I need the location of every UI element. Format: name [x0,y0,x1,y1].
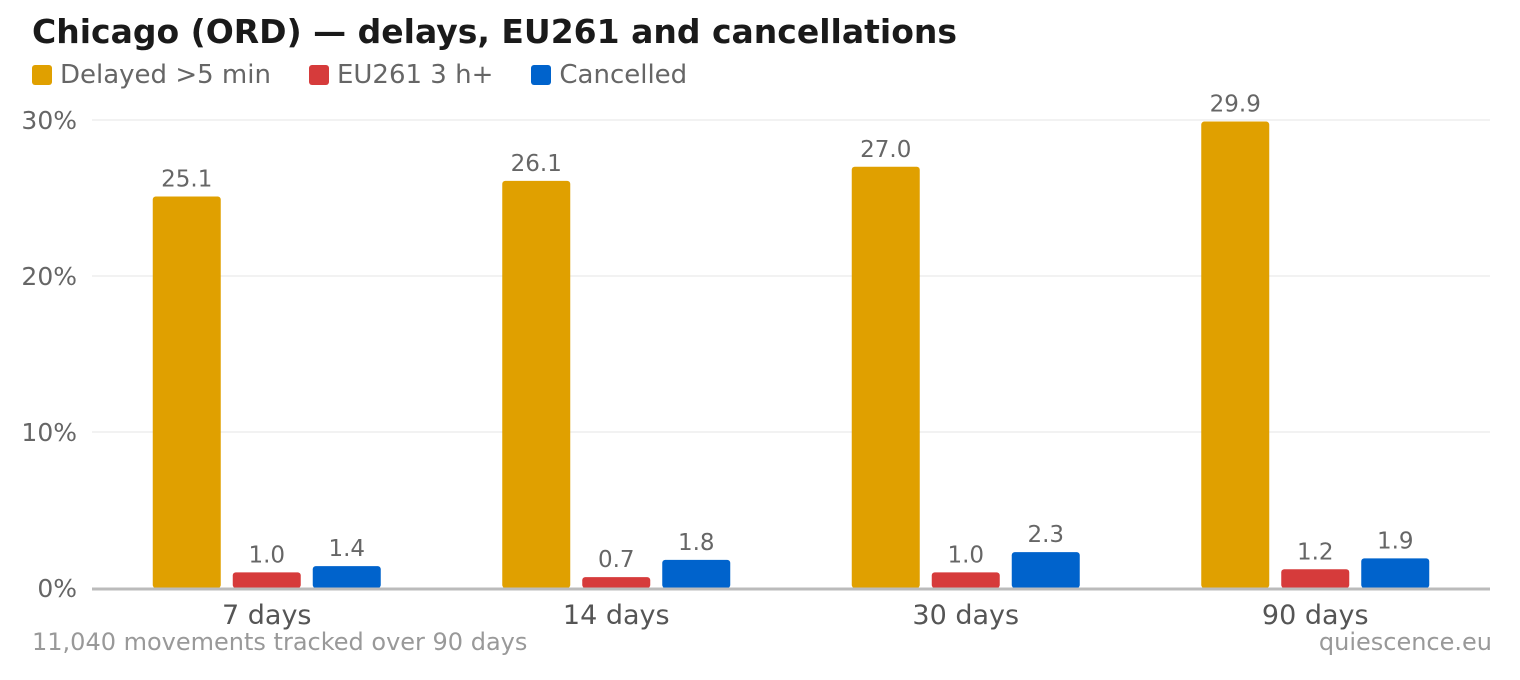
bar [1281,569,1350,588]
data-label: 1.0 [947,542,984,568]
bar [502,180,571,588]
y-tick-label: 30% [21,106,77,135]
bar [312,566,381,588]
x-tick-label: 30 days [912,600,1019,631]
data-label: 1.0 [248,542,285,568]
legend-swatch-eu261 [308,65,329,85]
y-tick-label: 10% [21,418,77,447]
bar [851,166,920,589]
data-label: 29.9 [1210,92,1261,118]
data-label: 1.2 [1297,539,1334,565]
legend-swatch-cancelled [531,65,552,85]
y-tick-label: 20% [21,262,77,291]
source-credit: quiescence.eu [1318,628,1492,656]
x-tick-label: 90 days [1262,600,1369,631]
bar [152,196,221,588]
legend-label-eu261: EU261 3 h+ [336,60,494,90]
bar [1011,552,1080,588]
bar [1201,121,1270,588]
x-tick-label: 14 days [563,600,670,631]
data-label: 1.9 [1377,528,1414,554]
legend-item-cancelled: Cancelled [531,60,687,90]
data-label: 1.4 [328,536,365,562]
legend-item-delayed: Delayed >5 min [32,60,271,90]
legend-label-cancelled: Cancelled [559,60,688,90]
legend-label-delayed: Delayed >5 min [60,60,271,90]
data-label: 27.0 [860,137,911,163]
chart-legend: Delayed >5 min EU261 3 h+ Cancelled [32,60,725,90]
data-label: 25.1 [161,166,212,192]
bar [1361,558,1430,588]
data-label: 1.8 [678,530,715,556]
footnote: 11,040 movements tracked over 90 days [32,628,528,656]
bar [582,577,651,588]
bar [931,572,1000,588]
chart-title: Chicago (ORD) — delays, EU261 and cancel… [32,12,958,51]
data-label: 2.3 [1027,522,1064,548]
legend-item-eu261: EU261 3 h+ [308,60,494,90]
bar [662,559,731,588]
legend-swatch-delayed [32,65,52,85]
y-tick-label: 0% [37,574,77,603]
data-label: 0.7 [598,547,635,573]
bar [232,572,301,588]
x-tick-label: 7 days [222,600,312,631]
data-label: 26.1 [511,151,562,177]
